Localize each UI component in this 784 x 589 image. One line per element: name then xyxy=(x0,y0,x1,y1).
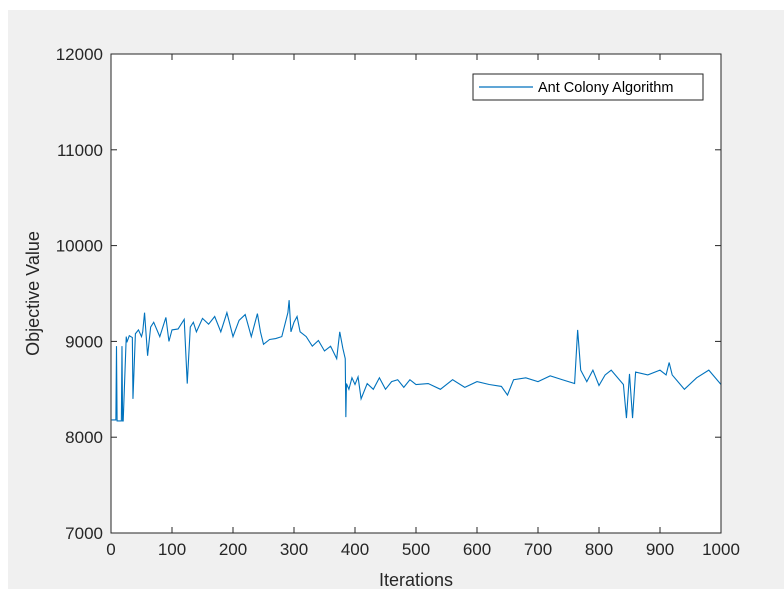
x-tick-label: 800 xyxy=(585,540,613,559)
x-tick-label: 900 xyxy=(646,540,674,559)
x-tick-label: 100 xyxy=(158,540,186,559)
series-layer xyxy=(111,300,722,422)
plot-area xyxy=(111,54,721,533)
x-tick-label: 700 xyxy=(524,540,552,559)
series-line xyxy=(111,300,722,422)
legend-label: Ant Colony Algorithm xyxy=(538,80,673,96)
y-tick-label: 10000 xyxy=(56,237,103,256)
x-tick-label: 300 xyxy=(280,540,308,559)
x-axis-label: Iterations xyxy=(379,570,453,589)
x-tick-label: 600 xyxy=(463,540,491,559)
x-tick-label: 200 xyxy=(219,540,247,559)
ticks-layer: 0 100 200 300 400 500 600 700 800 900 1000 7000 8000… xyxy=(56,45,740,559)
x-tick-label: 0 xyxy=(106,540,115,559)
x-tick-label: 1000 xyxy=(702,540,740,559)
y-tick-label: 9000 xyxy=(65,332,103,351)
y-tick-label: 12000 xyxy=(56,45,103,64)
y-axis-label: Objective Value xyxy=(23,231,43,356)
legend[interactable]: Ant Colony Algorithm xyxy=(472,73,704,101)
y-tick-label: 11000 xyxy=(57,141,103,160)
x-tick-label: 500 xyxy=(402,540,430,559)
y-tick-label: 7000 xyxy=(65,524,103,543)
y-tick-label: 8000 xyxy=(65,428,103,447)
x-tick-label: 400 xyxy=(341,540,369,559)
figure-window: 0 100 200 300 400 500 600 700 800 900 1000 7000 8000… xyxy=(8,10,784,589)
objective-chart: 0 100 200 300 400 500 600 700 800 900 1000 7000 8000… xyxy=(23,45,740,589)
